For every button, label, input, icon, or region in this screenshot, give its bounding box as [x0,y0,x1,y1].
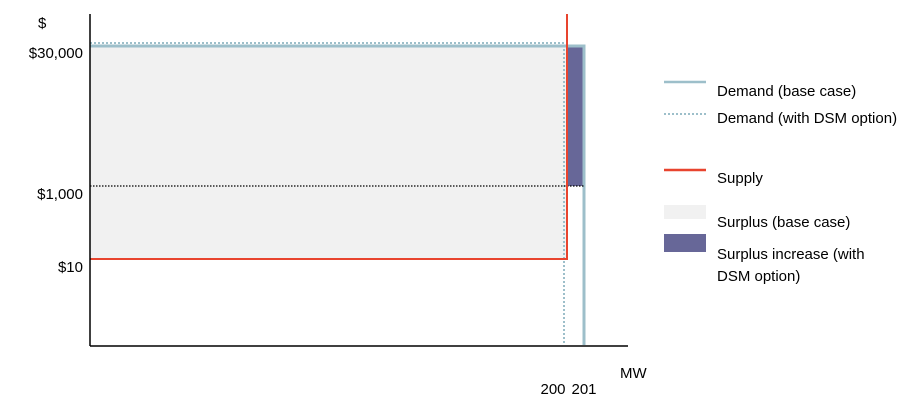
legend-label-surplus-base: Surplus (base case) [717,214,851,231]
legend-label-demand-base: Demand (base case) [717,83,857,100]
demand-base-line [90,44,586,345]
legend-swatch-demand-dsm [664,113,706,115]
x-tick-label-201: 201 [571,381,596,398]
x-axis-unit-label: MW [620,365,647,382]
surplus-base-area [90,46,567,259]
y-tick-label-1000: $1,000 [37,186,83,203]
y-tick-label-10: $10 [58,259,83,276]
legend-label-surplus-increase: Surplus increase (with DSM option) [717,246,865,285]
legend-swatch-surplus-increase [664,234,706,252]
y-tick-label-30000: $30,000 [29,45,83,62]
supply-line [90,14,568,260]
x-tick-label-200: 200 [540,381,565,398]
legend-swatch-demand-base [664,80,706,84]
legend-label-supply: Supply [717,170,763,187]
legend-swatch-surplus-base [664,205,706,219]
legend-label-demand-dsm: Demand (with DSM option) [717,110,898,127]
demand-dsm-line [90,42,565,345]
legend-swatch-supply [664,168,706,172]
surplus-increase-area [567,46,584,186]
y-axis-unit-label: $ [38,15,47,32]
